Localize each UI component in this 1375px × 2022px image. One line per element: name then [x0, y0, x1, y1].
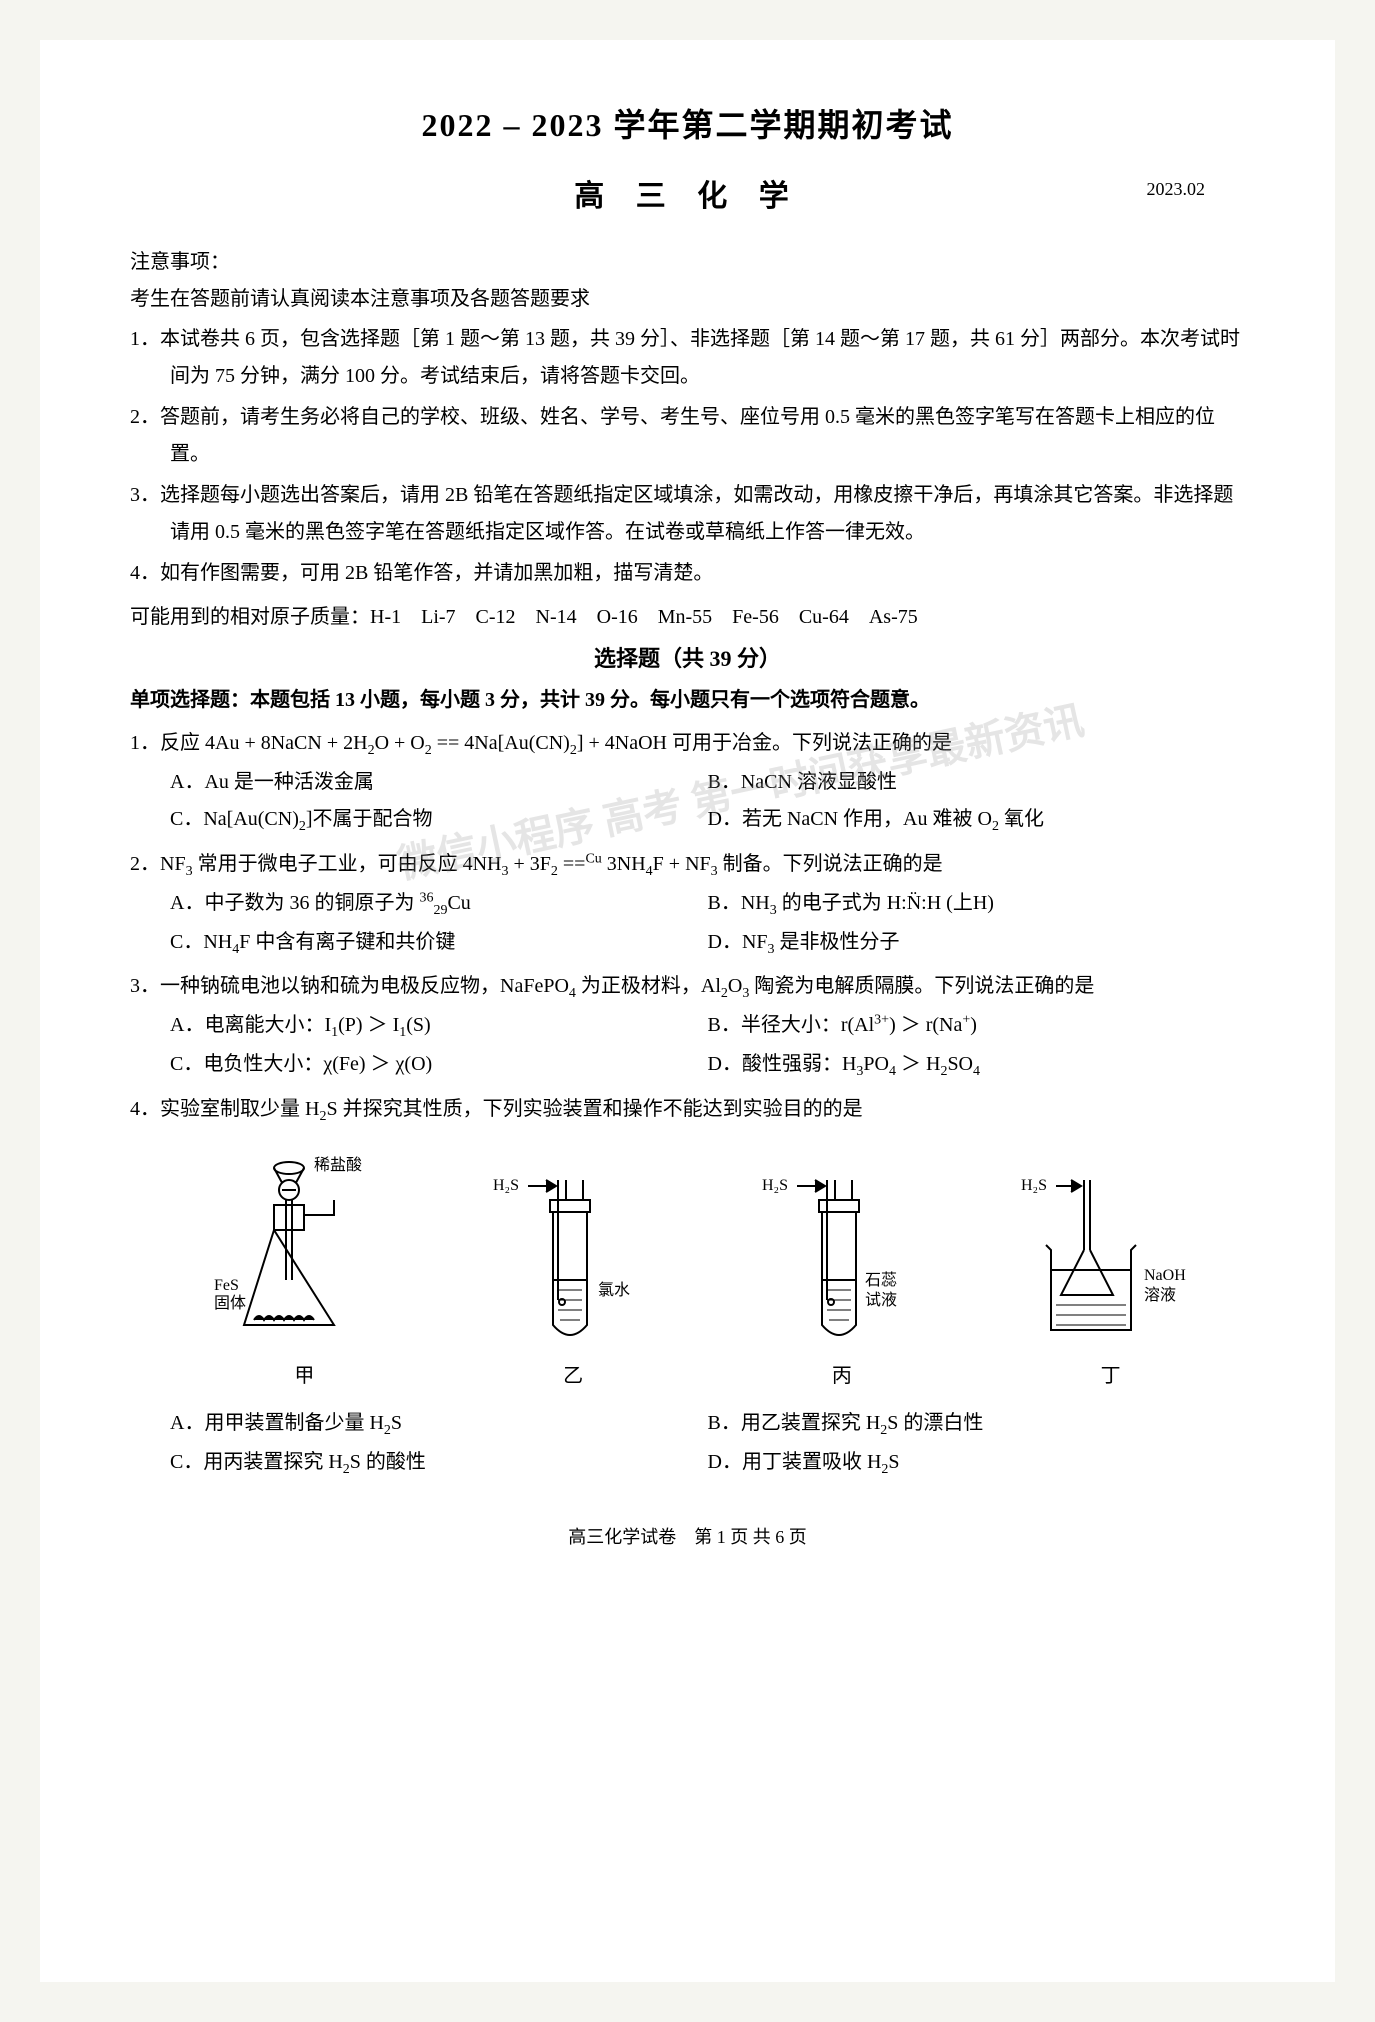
diagram-bing: H₂S: [718, 1150, 965, 1395]
question-1: 1．反应 4Au + 8NaCN + 2H2O + O2 == 4Na[Au(C…: [130, 725, 1245, 840]
svg-text:H₂S: H₂S: [493, 1177, 519, 1194]
notice-preline: 考生在答题前请认真阅读本注意事项及各题答题要求: [130, 282, 1245, 311]
notice-item: 2．答题前，请考生务必将自己的学校、班级、姓名、学号、考生号、座位号用 0.5 …: [130, 399, 1245, 473]
q4-opt-c: C．用丙装置探究 H2S 的酸性: [170, 1444, 708, 1483]
question-4: 4．实验室制取少量 H2S 并探究其性质，下列实验装置和操作不能达到实验目的的是: [130, 1091, 1245, 1483]
q2-opt-a: A．中子数为 36 的铜原子为 3629Cu: [170, 885, 708, 924]
main-title: 2022 – 2023 学年第二学期期初考试: [130, 100, 1245, 146]
test-tube-icon: H₂S: [488, 1150, 658, 1350]
page-footer: 高三化学试卷 第 1 页 共 6 页: [130, 1523, 1245, 1549]
q4-text: 实验室制取少量 H2S 并探究其性质，下列实验装置和操作不能达到实验目的的是: [160, 1098, 863, 1120]
q3-opt-c: C．电负性大小：χ(Fe) ＞ χ(O): [170, 1046, 708, 1085]
diagram-jia: 稀盐酸 FeS 固体 甲: [181, 1150, 428, 1395]
q3-num: 3．: [130, 975, 160, 997]
section-heading: 选择题（共 39 分）: [130, 641, 1245, 673]
q1-opt-a: A．Au 是一种活泼金属: [170, 764, 708, 801]
q2-opt-b: B．NH3 的电子式为 H:N̈:H (上H): [708, 885, 1246, 924]
notice-heading: 注意事项：: [130, 245, 1245, 274]
label-naoh1: NaOH: [1144, 1267, 1186, 1284]
q1-stem: 1．反应 4Au + 8NaCN + 2H2O + O2 == 4Na[Au(C…: [130, 725, 1245, 764]
label-xiyansuan: 稀盐酸: [314, 1156, 362, 1174]
q3-opt-a: A．电离能大小：I1(P) ＞ I1(S): [170, 1007, 708, 1046]
notice-item: 3．选择题每小题选出答案后，请用 2B 铅笔在答题纸指定区域填涂，如需改动，用橡…: [130, 477, 1245, 551]
question-3: 3．一种钠硫电池以钠和硫为电极反应物，NaFePO4 为正极材料，Al2O3 陶…: [130, 968, 1245, 1085]
diagram-yi: H₂S: [450, 1150, 697, 1395]
exam-page: 微信小程序 高考 第一时间获享最新资讯 2022 – 2023 学年第二学期期初…: [40, 40, 1335, 1982]
q4-stem: 4．实验室制取少量 H2S 并探究其性质，下列实验装置和操作不能达到实验目的的是: [130, 1091, 1245, 1130]
test-tube-icon: H₂S: [757, 1150, 927, 1350]
q4-diagrams: 稀盐酸 FeS 固体 甲 H₂S: [130, 1150, 1245, 1395]
label-fes: FeS: [214, 1277, 239, 1294]
q2-text: NF3 常用于微电子工业，可由反应 4NH3 + 3F2 ==Cu 3NH4F …: [160, 853, 943, 875]
diagram-label-ding: 丁: [987, 1358, 1234, 1395]
label-guti: 固体: [214, 1294, 246, 1312]
q3-opt-d: D．酸性强弱：H3PO4 ＞ H2SO4: [708, 1046, 1246, 1085]
label-shirui2: 试液: [865, 1291, 897, 1309]
atomic-masses: 可能用到的相对原子质量：H-1 Li-7 C-12 N-14 O-16 Mn-5…: [130, 600, 1245, 629]
diagram-label-bing: 丙: [718, 1358, 965, 1395]
svg-text:H₂S: H₂S: [762, 1177, 788, 1194]
q2-opt-c: C．NH4F 中含有离子键和共价键: [170, 924, 708, 963]
sub-title: 高 三 化 学: [574, 180, 801, 213]
q3-opt-b: B．半径大小：r(Al3+) ＞ r(Na+): [708, 1007, 1246, 1046]
q2-num: 2．: [130, 853, 160, 875]
diagram-label-yi: 乙: [450, 1358, 697, 1395]
notice-item: 4．如有作图需要，可用 2B 铅笔作答，并请加黑加粗，描写清楚。: [130, 555, 1245, 592]
date-label: 2023.02: [1147, 179, 1206, 200]
diagram-label-jia: 甲: [181, 1358, 428, 1395]
flask-funnel-icon: 稀盐酸 FeS 固体: [214, 1150, 394, 1350]
label-shirui1: 石蕊: [865, 1271, 897, 1289]
q3-stem: 3．一种钠硫电池以钠和硫为电极反应物，NaFePO4 为正极材料，Al2O3 陶…: [130, 968, 1245, 1007]
q1-num: 1．: [130, 732, 160, 754]
q4-num: 4．: [130, 1098, 160, 1120]
q2-stem: 2．NF3 常用于微电子工业，可由反应 4NH3 + 3F2 ==Cu 3NH4…: [130, 846, 1245, 885]
q1-text: 反应 4Au + 8NaCN + 2H2O + O2 == 4Na[Au(CN)…: [160, 732, 952, 754]
q4-opt-d: D．用丁装置吸收 H2S: [708, 1444, 1246, 1483]
diagram-ding: H₂S: [987, 1150, 1234, 1395]
label-lvshui: 氯水: [598, 1281, 630, 1299]
subtitle-row: 高 三 化 学 2023.02: [130, 171, 1245, 215]
q4-opt-a: A．用甲装置制备少量 H2S: [170, 1405, 708, 1444]
q1-opt-b: B．NaCN 溶液显酸性: [708, 764, 1246, 801]
q1-opt-d: D．若无 NaCN 作用，Au 难被 O2 氧化: [708, 801, 1246, 840]
q3-text: 一种钠硫电池以钠和硫为电极反应物，NaFePO4 为正极材料，Al2O3 陶瓷为…: [160, 975, 1094, 997]
q1-opt-c: C．Na[Au(CN)2]不属于配合物: [170, 801, 708, 840]
svg-text:H₂S: H₂S: [1021, 1177, 1047, 1194]
question-2: 2．NF3 常用于微电子工业，可由反应 4NH3 + 3F2 ==Cu 3NH4…: [130, 846, 1245, 963]
label-naoh2: 溶液: [1144, 1286, 1176, 1304]
section-instruction: 单项选择题：本题包括 13 小题，每小题 3 分，共计 39 分。每小题只有一个…: [130, 683, 1245, 717]
notice-item: 1．本试卷共 6 页，包含选择题［第 1 题～第 13 题，共 39 分］、非选…: [130, 321, 1245, 395]
q2-opt-d: D．NF3 是非极性分子: [708, 924, 1246, 963]
beaker-funnel-icon: H₂S: [1016, 1150, 1206, 1350]
q4-opt-b: B．用乙装置探究 H2S 的漂白性: [708, 1405, 1246, 1444]
